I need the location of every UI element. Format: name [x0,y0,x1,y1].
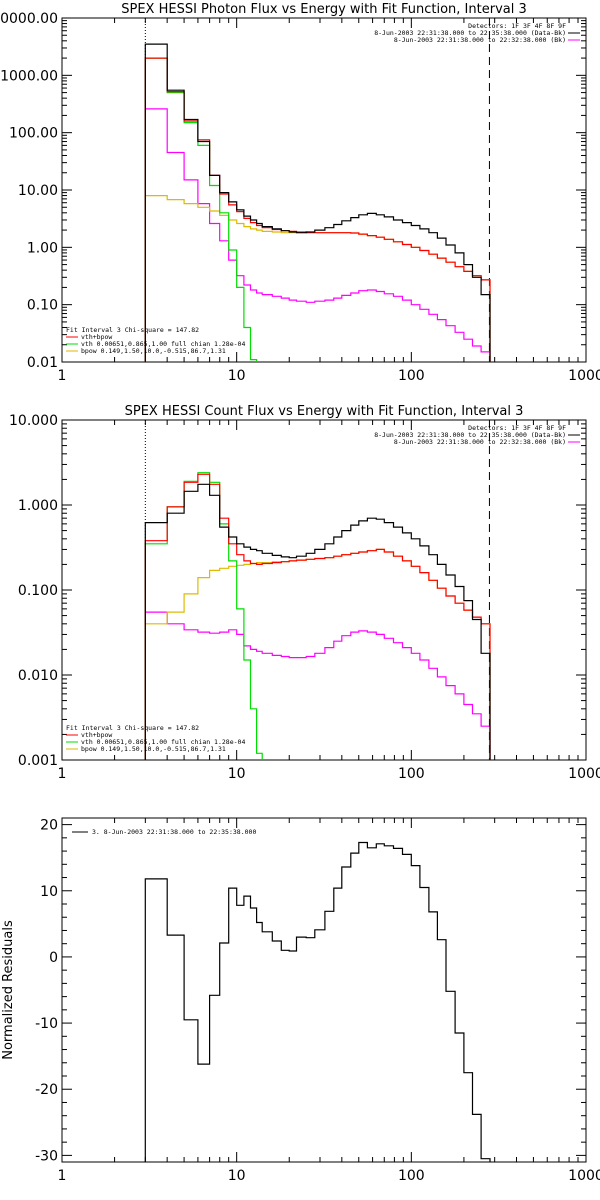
y-tick-label: 0.100 [18,583,58,599]
y-tick-label: 0.001 [18,753,58,769]
x-tick-label: 1 [58,368,67,384]
legend-entry: bpow 0.149,1.50,10.0,-0.515,86.7,1.31 [81,347,226,355]
x-tick-label: 10 [228,766,246,782]
y-tick-label: 1.000 [18,498,58,514]
y-tick-label: -20 [35,1082,58,1098]
series-vth-bpow [144,57,491,362]
legend-data-interval: 8-Jun-2003 22:31:38.000 to 22:35:38.000 … [374,431,566,439]
series-vth [144,57,258,362]
y-tick-label: 20 [40,818,58,834]
series-total [144,43,491,362]
y-tick-label: -10 [35,1016,58,1032]
fit-interval-label: Fit Interval 3 Chi-square = 147.82 [66,724,199,732]
chart-title: SPEX HESSI Photon Flux vs Energy with Fi… [121,2,527,17]
residual-legend-entry: 3. 8-Jun-2003 22:31:38.000 to 22:35:38.0… [92,828,256,836]
x-tick-label: 100 [398,1168,425,1184]
x-tick-label: 1000 [568,1168,600,1184]
y-tick-label: -30 [35,1148,58,1164]
fit-interval-label: Fit Interval 3 Chi-square = 147.82 [66,326,199,334]
x-tick-label: 1000 [568,368,600,384]
y-tick-label: 0.010 [18,668,58,684]
y-tick-label: 0 [49,950,58,966]
y-tick-label: 1.00 [27,240,58,256]
x-tick-label: 100 [398,766,425,782]
x-tick-label: 10 [228,368,246,384]
panel-2: SPEX HESSI Count Flux vs Energy with Fit… [9,404,600,782]
x-tick-label: 1000 [568,766,600,782]
legend-entry: vth+bpow [81,731,112,739]
y-tick-label: 100.00 [9,126,58,142]
chart-title: SPEX HESSI Count Flux vs Energy with Fit… [125,404,524,419]
detectors-label: Detectors: 1F 3F 4F 8F 9F [468,424,566,432]
series-background [144,611,491,760]
legend-entry: vth+bpow [81,333,112,341]
plot-frame [61,17,587,363]
legend-entry: vth 0.00651,0.865,1.00 full chian 1.28e-… [81,738,245,746]
legend-bk-interval: 8-Jun-2003 22:31:38.000 to 22:32:38.000 … [394,36,566,44]
y-tick-label: 0.01 [27,355,58,371]
x-tick-label: 10 [228,1168,246,1184]
x-tick-label: 1 [58,1168,67,1184]
x-tick-label: 100 [398,368,425,384]
y-tick-label: 10.00 [18,183,58,199]
legend-entry: vth 0.00651,0.865,1.00 full chian 1.28e-… [81,340,245,348]
y-tick-label: 0.10 [27,298,58,314]
series-vth [144,472,263,760]
y-tick-label: 10 [40,884,58,900]
legend-bk-interval: 8-Jun-2003 22:31:38.000 to 22:32:38.000 … [394,438,566,446]
y-tick-label: 1000.00 [0,68,58,84]
panel-1: SPEX HESSI Photon Flux vs Energy with Fi… [0,2,600,384]
plot-frame [61,419,587,761]
y-axis-label: Normalized Residuals [1,920,16,1060]
series-vth-bpow [144,473,491,760]
series-total [144,483,491,760]
panel-3: 1 10 100 1000 -30 -20 -10 0 10 20 Normalized Resid… [1,817,600,1184]
series-residuals [144,841,491,1162]
legend-data-interval: 8-Jun-2003 22:31:38.000 to 22:35:38.000 … [374,29,566,37]
y-tick-label: 10.000 [9,413,58,429]
legend-entry: bpow 0.149,1.50,10.0,-0.515,86.7,1.31 [81,745,226,753]
plot-frame [61,817,587,1163]
detectors-label: Detectors: 1F 3F 4F 8F 9F [468,22,566,30]
x-tick-label: 1 [58,766,67,782]
